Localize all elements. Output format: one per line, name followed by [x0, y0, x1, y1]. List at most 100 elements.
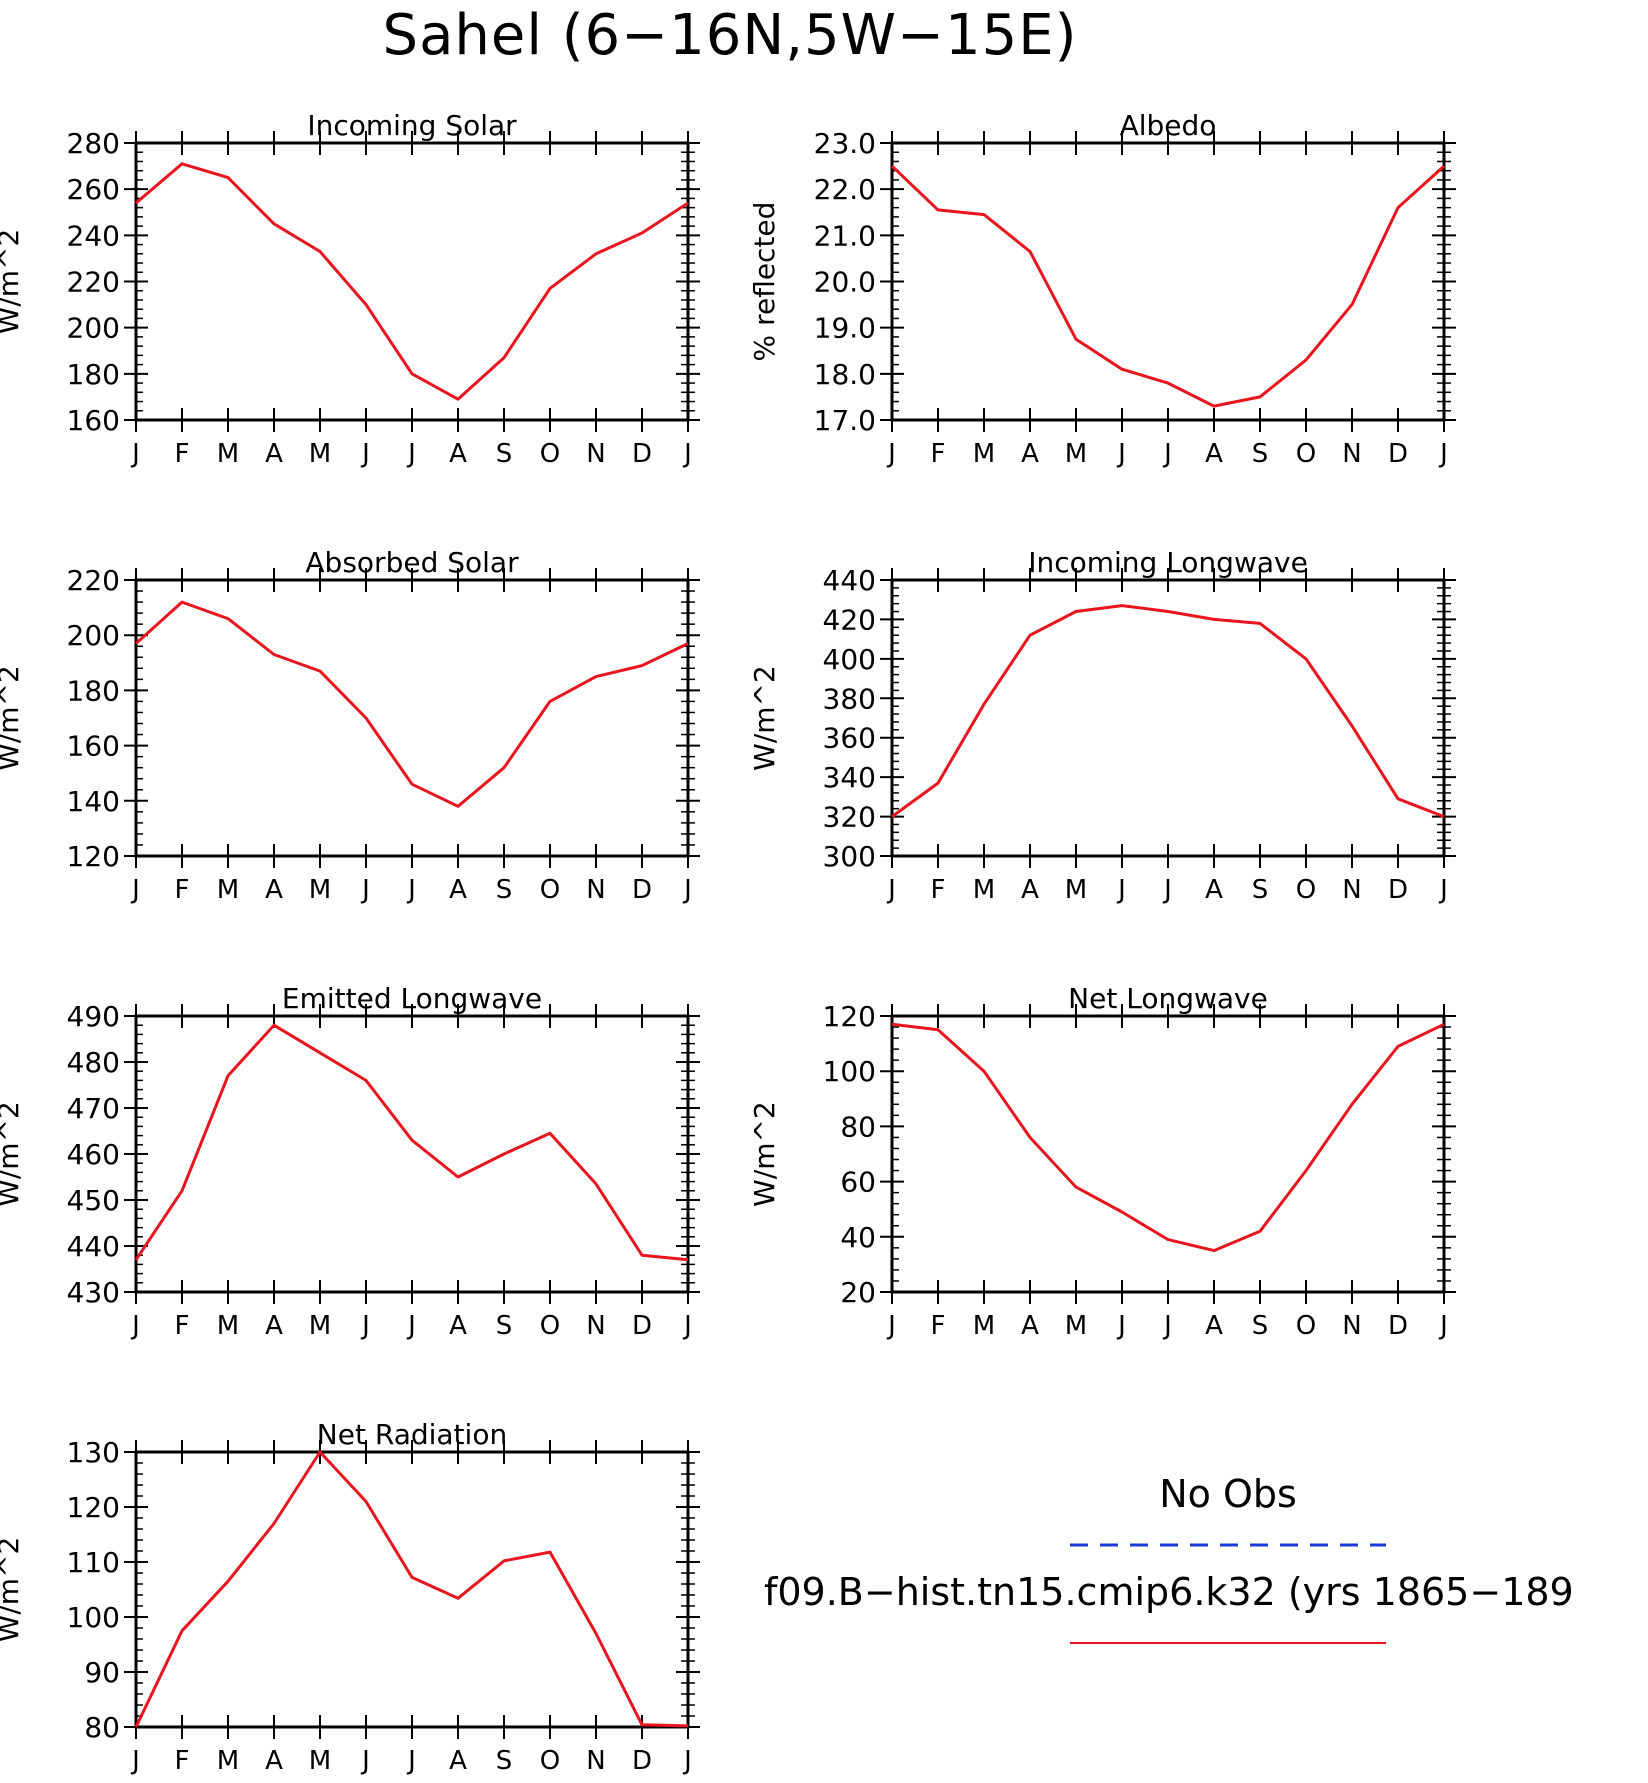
incoming-solar-xtick-label: A	[449, 439, 467, 469]
emitted-longwave-xtick-label: S	[496, 1311, 513, 1341]
incoming-longwave-ytick-label: 420	[823, 603, 876, 636]
net-longwave-xtick-label: J	[886, 1311, 896, 1341]
net-longwave-series-line	[891, 1022, 1445, 1253]
incoming-solar-ylabel: W/m^2	[0, 229, 25, 335]
incoming-longwave-xtick-label: A	[1205, 875, 1223, 905]
emitted-longwave-frame	[134, 1014, 690, 1294]
absorbed-solar-xtick-label: O	[540, 875, 560, 905]
albedo-xtick-label: J	[1116, 439, 1126, 469]
incoming-solar-xtick-label: N	[586, 439, 605, 469]
incoming-longwave-xtick-label: N	[1342, 875, 1361, 905]
incoming-solar-ytick-label: 260	[67, 173, 120, 206]
net-radiation-xtick-label: M	[309, 1746, 331, 1776]
emitted-longwave-xtick-label: A	[449, 1311, 467, 1341]
net-longwave-ytick-label: 120	[823, 1000, 876, 1033]
net-longwave-xtick-label: J	[1438, 1311, 1448, 1341]
absorbed-solar-series-line	[134, 600, 689, 808]
emitted-longwave-ytick-label: 490	[67, 1000, 120, 1033]
net-longwave-ytick-label: 100	[823, 1055, 876, 1088]
albedo-xtick-label: J	[886, 439, 896, 469]
incoming-longwave-xtick-label: F	[931, 875, 946, 905]
incoming-solar-ytick-label: 280	[67, 127, 120, 160]
net-radiation-xtick-label: D	[632, 1746, 652, 1776]
incoming-solar-xtick-label: D	[632, 439, 652, 469]
albedo-xtick-label: A	[1205, 439, 1223, 469]
emitted-longwave-ytick-label: 470	[67, 1092, 120, 1125]
albedo-xtick-label: A	[1021, 439, 1039, 469]
albedo-xtick-label: F	[931, 439, 946, 469]
absorbed-solar-xtick-label: M	[309, 875, 331, 905]
net-radiation-xtick-label: A	[265, 1746, 283, 1776]
incoming-longwave-ytick-label: 400	[823, 643, 876, 676]
absorbed-solar-xtick-label: J	[682, 875, 692, 905]
incoming-solar-xtick-label: F	[175, 439, 190, 469]
emitted-longwave-series-line	[134, 1023, 689, 1262]
albedo-xtick-label: D	[1388, 439, 1408, 469]
net-radiation-xtick-label: O	[540, 1746, 560, 1776]
absorbed-solar-xtick-label: M	[217, 875, 239, 905]
net-radiation-ylabel: W/m^2	[0, 1537, 25, 1643]
net-longwave-xtick-label: M	[1065, 1311, 1087, 1341]
albedo-ytick-label: 18.0	[814, 358, 876, 391]
incoming-solar-ytick-label: 160	[67, 404, 120, 437]
albedo-xtick-label: O	[1296, 439, 1316, 469]
legend-obs-label: No Obs	[1159, 1472, 1297, 1516]
absorbed-solar-xtick-label: A	[265, 875, 283, 905]
emitted-longwave-xtick-label: A	[265, 1311, 283, 1341]
net-radiation-xtick-label: J	[360, 1746, 370, 1776]
absorbed-solar-ytick-label: 140	[67, 785, 120, 818]
albedo-ytick-label: 23.0	[814, 127, 876, 160]
net-longwave-xtick-label: M	[973, 1311, 995, 1341]
absorbed-solar-xtick-label: F	[175, 875, 190, 905]
incoming-solar-ytick-label: 240	[67, 219, 120, 252]
absorbed-solar-xtick-label: N	[586, 875, 605, 905]
emitted-longwave-xtick-label: O	[540, 1311, 560, 1341]
legend: No Obs f09.B−hist.tn15.cmip6.k32 (yrs 18…	[764, 1472, 1574, 1644]
emitted-longwave-xtick-label: F	[175, 1311, 190, 1341]
incoming-solar-xtick-label: M	[309, 439, 331, 469]
absorbed-solar-frame	[134, 578, 690, 858]
net-longwave-xtick-label: N	[1342, 1311, 1361, 1341]
albedo-xtick-label: J	[1438, 439, 1448, 469]
net-longwave-xtick-label: J	[1116, 1311, 1126, 1341]
albedo-xtick-label: N	[1342, 439, 1361, 469]
incoming-longwave-ytick-label: 360	[823, 722, 876, 755]
absorbed-solar-xtick-label: J	[406, 875, 416, 905]
net-longwave-frame	[890, 1014, 1446, 1294]
incoming-solar-xtick-label: A	[265, 439, 283, 469]
net-longwave-xtick-label: O	[1296, 1311, 1316, 1341]
absorbed-solar-ytick-label: 120	[67, 840, 120, 873]
absorbed-solar-xtick-label: A	[449, 875, 467, 905]
incoming-solar-xtick-label: M	[217, 439, 239, 469]
incoming-longwave-series-line	[891, 604, 1445, 818]
albedo-frame	[890, 141, 1446, 422]
albedo-xtick-label: M	[1065, 439, 1087, 469]
emitted-longwave-ylabel: W/m^2	[0, 1101, 25, 1207]
incoming-solar-xtick-label: S	[496, 439, 513, 469]
incoming-longwave-ytick-label: 380	[823, 682, 876, 715]
albedo-xtick-label: M	[973, 439, 995, 469]
absorbed-solar-xtick-label: J	[130, 875, 140, 905]
incoming-longwave-xtick-label: J	[1116, 875, 1126, 905]
absorbed-solar-ytick-label: 200	[67, 619, 120, 652]
net-radiation-ytick-label: 130	[67, 1436, 120, 1469]
emitted-longwave-xtick-label: J	[360, 1311, 370, 1341]
absorbed-solar-ytick-label: 180	[67, 674, 120, 707]
legend-model-label: f09.B−hist.tn15.cmip6.k32 (yrs 1865−189	[764, 1570, 1574, 1614]
net-radiation-xtick-label: F	[175, 1746, 190, 1776]
albedo-ytick-label: 21.0	[814, 219, 876, 252]
net-longwave-ylabel: W/m^2	[748, 1101, 781, 1207]
net-radiation-ytick-label: 110	[67, 1546, 120, 1579]
incoming-solar-xtick-label: J	[360, 439, 370, 469]
incoming-longwave-ytick-label: 340	[823, 761, 876, 794]
albedo-ylabel: % reflected	[748, 202, 781, 362]
incoming-solar-ytick-label: 220	[67, 266, 120, 299]
incoming-solar-xtick-label: J	[130, 439, 140, 469]
incoming-solar-frame	[134, 141, 690, 422]
net-radiation-xtick-label: J	[682, 1746, 692, 1776]
emitted-longwave-xtick-label: D	[632, 1311, 652, 1341]
